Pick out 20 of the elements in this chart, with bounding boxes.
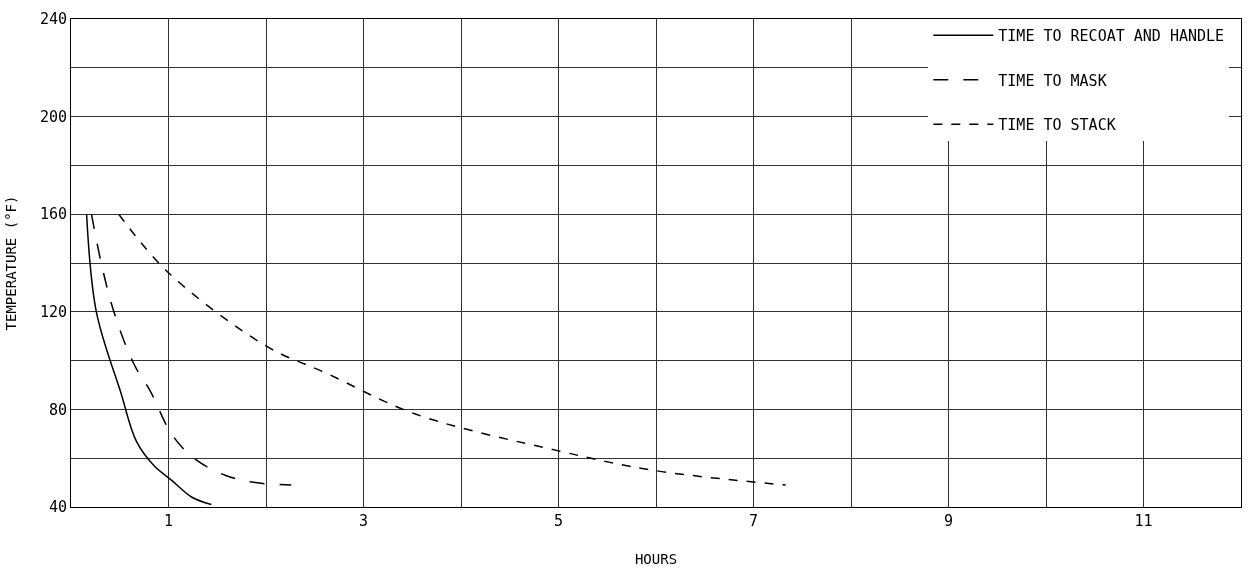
x-tick-label: 11 [1134, 512, 1153, 530]
x-tick-label: 3 [358, 512, 369, 530]
legend-label: TIME TO RECOAT AND HANDLE [998, 27, 1225, 46]
y-tick-label: 120 [39, 303, 67, 322]
y-tick-label: 240 [39, 10, 67, 29]
legend-label: TIME TO STACK [998, 116, 1116, 135]
x-tick-label: 1 [163, 512, 174, 530]
y-tick-label: 40 [48, 498, 67, 517]
x-tick-label: 5 [553, 512, 564, 530]
line-series [90, 213, 293, 486]
y-tick-label: 160 [39, 205, 67, 224]
y-tick-label: 200 [39, 107, 67, 126]
x-tick-label: 7 [748, 512, 759, 530]
line-series [118, 213, 787, 486]
x-tick-label: 9 [943, 512, 954, 530]
legend-label: TIME TO MASK [998, 71, 1107, 90]
x-axis-title: HOURS [634, 551, 678, 568]
y-tick-label: 80 [48, 400, 67, 419]
y-axis-title: TEMPERATURE (°F) [2, 195, 19, 331]
line-series [85, 213, 213, 506]
